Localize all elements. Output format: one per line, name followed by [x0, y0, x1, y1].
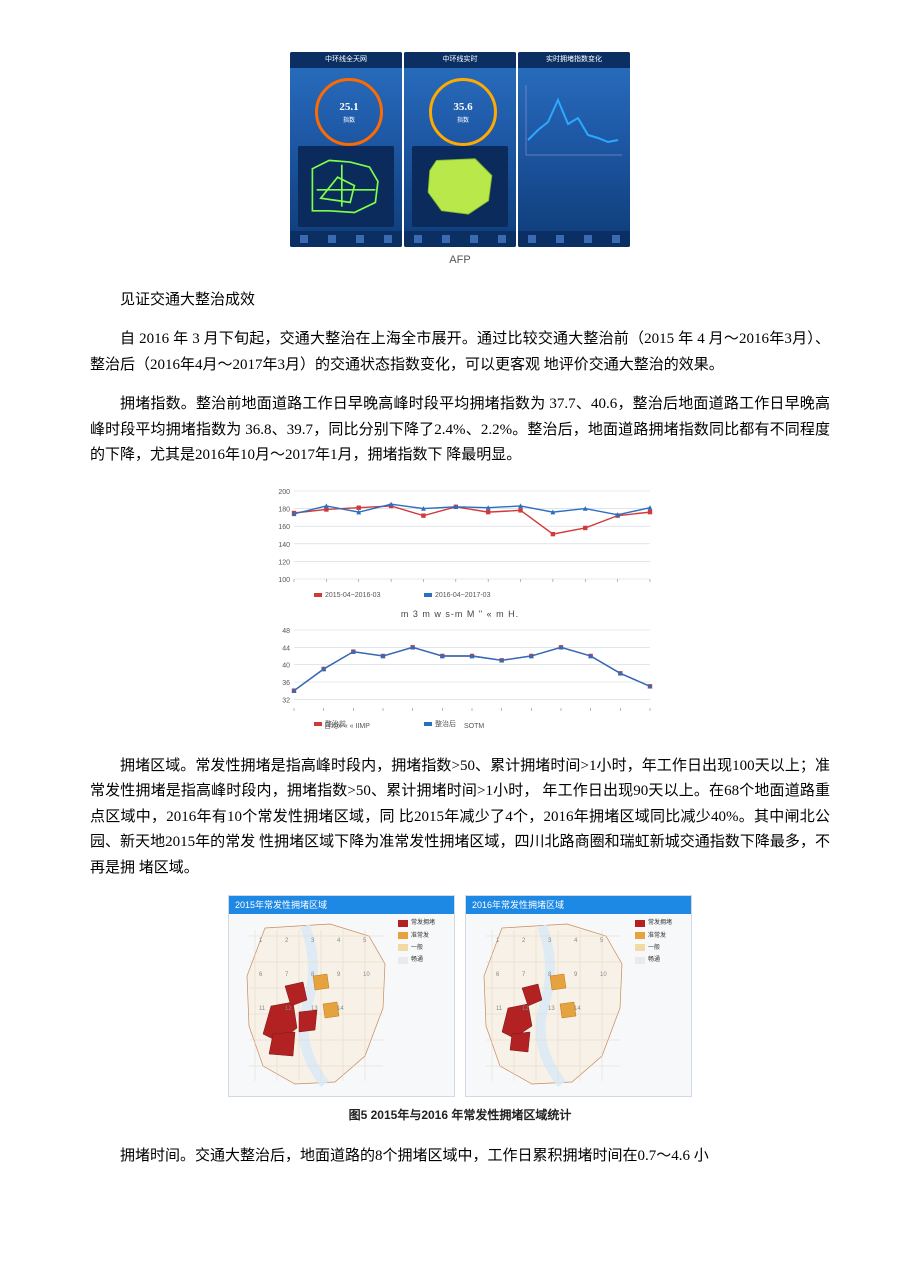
map-pair-wrap: 2015年常发性拥堵区域 1234567891011121314 常发拥堵准常发… — [225, 895, 695, 1125]
document-page: 中环线全天网 25.1 指数 中环线实时 — [0, 0, 920, 1223]
legend-row: 常发拥堵 — [398, 918, 450, 928]
svg-text:160: 160 — [278, 524, 290, 531]
map-card-2016: 2016年常发性拥堵区域 1234567891011121314 常发拥堵准常发… — [465, 895, 692, 1097]
legend-row: 一般 — [635, 943, 687, 953]
svg-text:44: 44 — [282, 645, 290, 652]
svg-text:12: 12 — [522, 1006, 529, 1012]
svg-text:120: 120 — [278, 559, 290, 566]
chart-pair: 200 180 160 140 120 100 2015-04~2016-03 2016-04… — [260, 483, 660, 736]
panel-1-map — [298, 146, 394, 227]
svg-text:12: 12 — [285, 1006, 292, 1012]
chart-top: 200 180 160 140 120 100 2015-04~2016-03 2016-04… — [260, 483, 660, 603]
chart-bottom-svg: 4844403632整治前整治后日均x-« « IIMPSOTM — [260, 622, 660, 732]
svg-text:180: 180 — [278, 506, 290, 513]
figure-1-caption: AFP — [449, 251, 470, 270]
legend-swatch — [635, 957, 645, 964]
paragraph-4: 拥堵时间。交通大整治后，地面道路的8个拥堵区域中，工作日累积拥堵时间在0.7～4… — [90, 1144, 830, 1170]
svg-text:11: 11 — [259, 1006, 266, 1012]
legend-row: 准常发 — [635, 931, 687, 941]
legend-label: 一般 — [648, 943, 660, 953]
legend-label: 常发拥堵 — [411, 918, 435, 928]
legend-row: 准常发 — [398, 931, 450, 941]
paragraph-2: 拥堵指数。整治前地面道路工作日早晚高峰时段平均拥堵指数为 37.7、40.6，整… — [90, 392, 830, 469]
svg-text:14: 14 — [574, 1006, 581, 1012]
legend-swatch — [635, 944, 645, 951]
chart-top-xlabel: m 3 m w s-m M " « m H. — [260, 607, 660, 622]
app-panel-3-header: 实时拥堵指数变化 — [518, 52, 630, 68]
svg-text:日均x-« « IIMP: 日均x-« « IIMP — [324, 721, 370, 730]
panel-3-line-chart — [524, 80, 624, 160]
map-2015-legend: 常发拥堵准常发一般畅通 — [398, 918, 450, 965]
map-2016-svg: 1234567891011121314 — [472, 916, 632, 1092]
map-2015-header: 2015年常发性拥堵区域 — [229, 896, 454, 914]
legend-row: 畅通 — [635, 955, 687, 965]
gauge-2-unit: 指数 — [457, 116, 469, 126]
legend-swatch — [635, 932, 645, 939]
gauge-2: 35.6 指数 — [429, 78, 497, 146]
legend-label: 一般 — [411, 943, 423, 953]
legend-swatch — [398, 920, 408, 927]
map-2015-svg: 1234567891011121314 — [235, 916, 395, 1092]
figure-app-panels: 中环线全天网 25.1 指数 中环线实时 — [90, 52, 830, 270]
svg-text:14: 14 — [337, 1006, 344, 1012]
figure-map-pair: 2015年常发性拥堵区域 1234567891011121314 常发拥堵准常发… — [90, 895, 830, 1125]
legend-swatch — [398, 957, 408, 964]
panel-2-map — [412, 146, 508, 227]
legend-label: 准常发 — [648, 931, 666, 941]
svg-text:10: 10 — [363, 972, 370, 978]
svg-text:11: 11 — [496, 1006, 503, 1012]
svg-text:140: 140 — [278, 541, 290, 548]
svg-text:SOTM: SOTM — [464, 723, 484, 730]
svg-text:36: 36 — [282, 680, 290, 687]
svg-text:32: 32 — [282, 697, 290, 704]
svg-text:整治后: 整治后 — [435, 719, 456, 728]
legend-label: 畅通 — [648, 955, 660, 965]
map-pair-row: 2015年常发性拥堵区域 1234567891011121314 常发拥堵准常发… — [225, 895, 695, 1097]
gauge-1-value: 25.1 — [339, 98, 358, 117]
legend-label: 常发拥堵 — [648, 918, 672, 928]
panel-2-footer — [404, 231, 516, 247]
svg-text:2015-04~2016-03: 2015-04~2016-03 — [325, 592, 381, 599]
legend-label: 准常发 — [411, 931, 429, 941]
app-panels-row: 中环线全天网 25.1 指数 中环线实时 — [290, 52, 630, 247]
chart-top-svg: 200 180 160 140 120 100 2015-04~2016-03 2016-04… — [260, 483, 660, 603]
legend-swatch — [398, 932, 408, 939]
legend-row: 常发拥堵 — [635, 918, 687, 928]
svg-text:13: 13 — [311, 1006, 318, 1012]
legend-swatch — [398, 944, 408, 951]
legend-label: 畅通 — [411, 955, 423, 965]
gauge-1: 25.1 指数 — [315, 78, 383, 146]
app-panel-3: 实时拥堵指数变化 — [518, 52, 630, 247]
svg-text:2016-04~2017-03: 2016-04~2017-03 — [435, 592, 491, 599]
legend-swatch — [635, 920, 645, 927]
panel-3-footer — [518, 231, 630, 247]
section-heading: 见证交通大整治成效 — [90, 288, 830, 314]
svg-text:13: 13 — [548, 1006, 555, 1012]
gauge-2-value: 35.6 — [453, 98, 472, 117]
map-2016-legend: 常发拥堵准常发一般畅通 — [635, 918, 687, 965]
legend-row: 一般 — [398, 943, 450, 953]
app-panel-2: 中环线实时 35.6 指数 — [404, 52, 516, 247]
svg-text:100: 100 — [278, 577, 290, 584]
map-card-2015: 2015年常发性拥堵区域 1234567891011121314 常发拥堵准常发… — [228, 895, 455, 1097]
app-panel-1-header: 中环线全天网 — [290, 52, 402, 68]
paragraph-1: 自 2016 年 3 月下旬起，交通大整治在上海全市展开。通过比较交通大整治前（… — [90, 327, 830, 378]
svg-text:10: 10 — [600, 972, 607, 978]
figure-index-charts: 200 180 160 140 120 100 2015-04~2016-03 2016-04… — [90, 483, 830, 736]
app-panel-2-header: 中环线实时 — [404, 52, 516, 68]
legend-row: 畅通 — [398, 955, 450, 965]
route-svg — [304, 152, 388, 219]
gauge-1-unit: 指数 — [343, 116, 355, 126]
svg-text:48: 48 — [282, 628, 290, 635]
panel-1-footer — [290, 231, 402, 247]
map-2016-header: 2016年常发性拥堵区域 — [466, 896, 691, 914]
svg-text:200: 200 — [278, 489, 290, 496]
map-pair-caption: 图5 2015年与2016 年常发性拥堵区域统计 — [225, 1105, 695, 1125]
paragraph-3: 拥堵区域。常发性拥堵是指高峰时段内，拥堵指数>50、累计拥堵时间>1小时，年工作… — [90, 754, 830, 882]
shape-svg — [418, 152, 502, 219]
svg-text:40: 40 — [282, 663, 290, 670]
chart-bottom: 4844403632整治前整治后日均x-« « IIMPSOTM — [260, 622, 660, 732]
panel-3-series — [528, 100, 618, 142]
app-panel-1: 中环线全天网 25.1 指数 — [290, 52, 402, 247]
